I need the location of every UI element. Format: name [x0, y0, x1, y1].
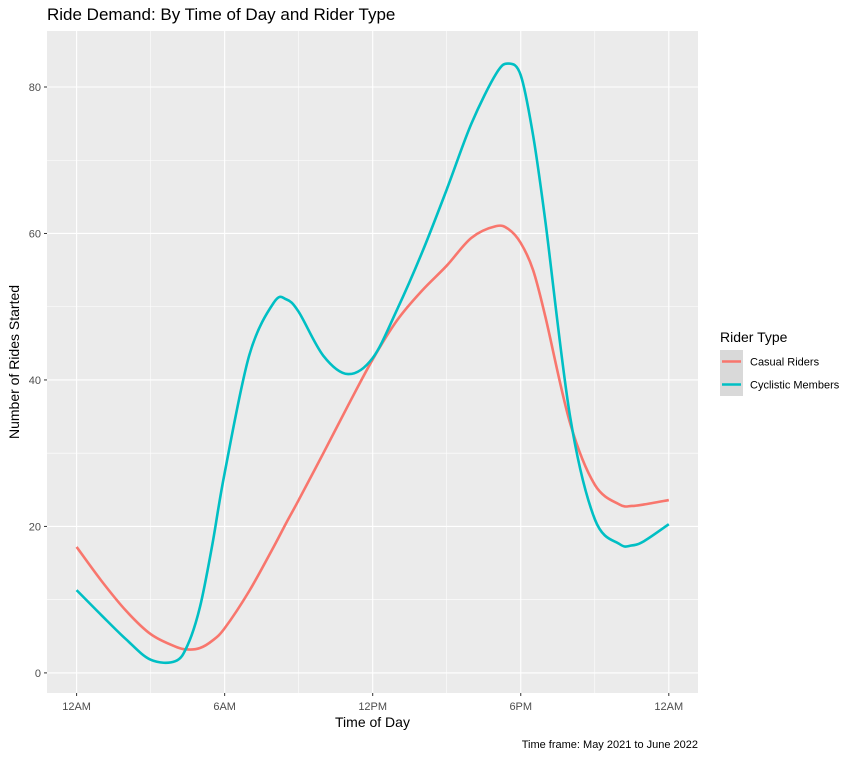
- x-tick-label: 12AM: [62, 701, 91, 713]
- series-lines: [75, 62, 670, 665]
- y-tick-label: 20: [29, 521, 41, 533]
- x-tick-label: 12AM: [654, 701, 683, 713]
- chart-title: Ride Demand: By Time of Day and Rider Ty…: [47, 5, 395, 24]
- legend-item-cyclistic-members: Cyclistic Members: [720, 373, 840, 396]
- caption: Time frame: May 2021 to June 2022: [522, 739, 698, 751]
- legend: Rider Type Casual Riders Cyclistic Member…: [720, 329, 840, 396]
- series-line-cyclistic-members: [75, 62, 670, 665]
- y-tick-label: 40: [29, 375, 41, 387]
- y-tick-label: 60: [29, 228, 41, 240]
- legend-item-casual-riders: Casual Riders: [720, 350, 820, 373]
- x-axis-title: Time of Day: [335, 714, 410, 730]
- y-axis-title: Number of Rides Started: [6, 285, 22, 439]
- y-axis: 0 20 40 60 80: [29, 82, 47, 680]
- x-tick-label: 6AM: [213, 701, 236, 713]
- legend-title: Rider Type: [720, 329, 788, 345]
- x-axis: 12AM 6AM 12PM 6PM 12AM: [62, 693, 683, 713]
- y-tick-label: 80: [29, 82, 41, 94]
- legend-label: Cyclistic Members: [750, 380, 840, 392]
- x-tick-label: 12PM: [358, 701, 387, 713]
- x-tick-label: 6PM: [509, 701, 532, 713]
- y-tick-label: 0: [35, 668, 41, 680]
- legend-label: Casual Riders: [750, 357, 820, 369]
